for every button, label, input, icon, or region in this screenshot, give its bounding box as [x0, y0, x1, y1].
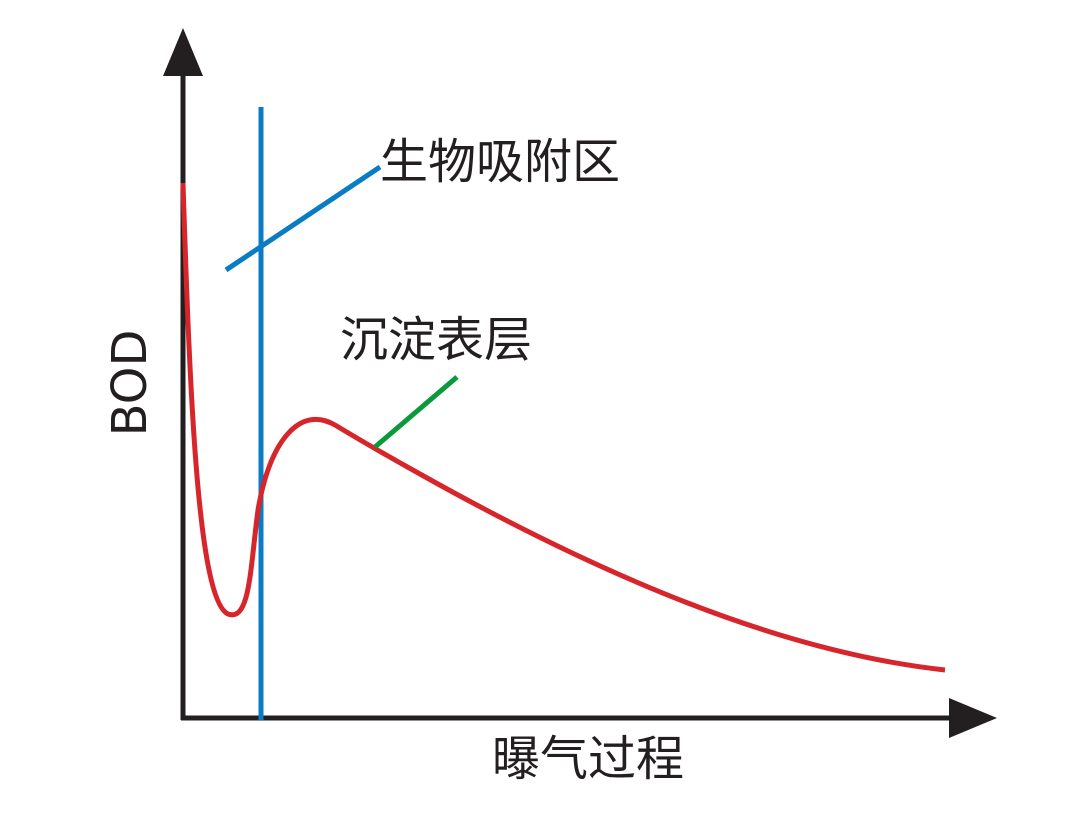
annotation-adsorption: 生物吸附区	[380, 134, 620, 190]
x-axis-label: 曝气过程	[492, 731, 684, 787]
annotation-sediment: 沉淀表层	[340, 312, 532, 368]
y-axis-arrow	[163, 28, 203, 76]
y-axis-label: BOD	[102, 330, 158, 437]
bod-curve	[180, 182, 946, 673]
x-axis-arrow	[949, 698, 997, 738]
adsorption-pointer	[224, 164, 382, 273]
sediment-pointer	[373, 375, 459, 449]
